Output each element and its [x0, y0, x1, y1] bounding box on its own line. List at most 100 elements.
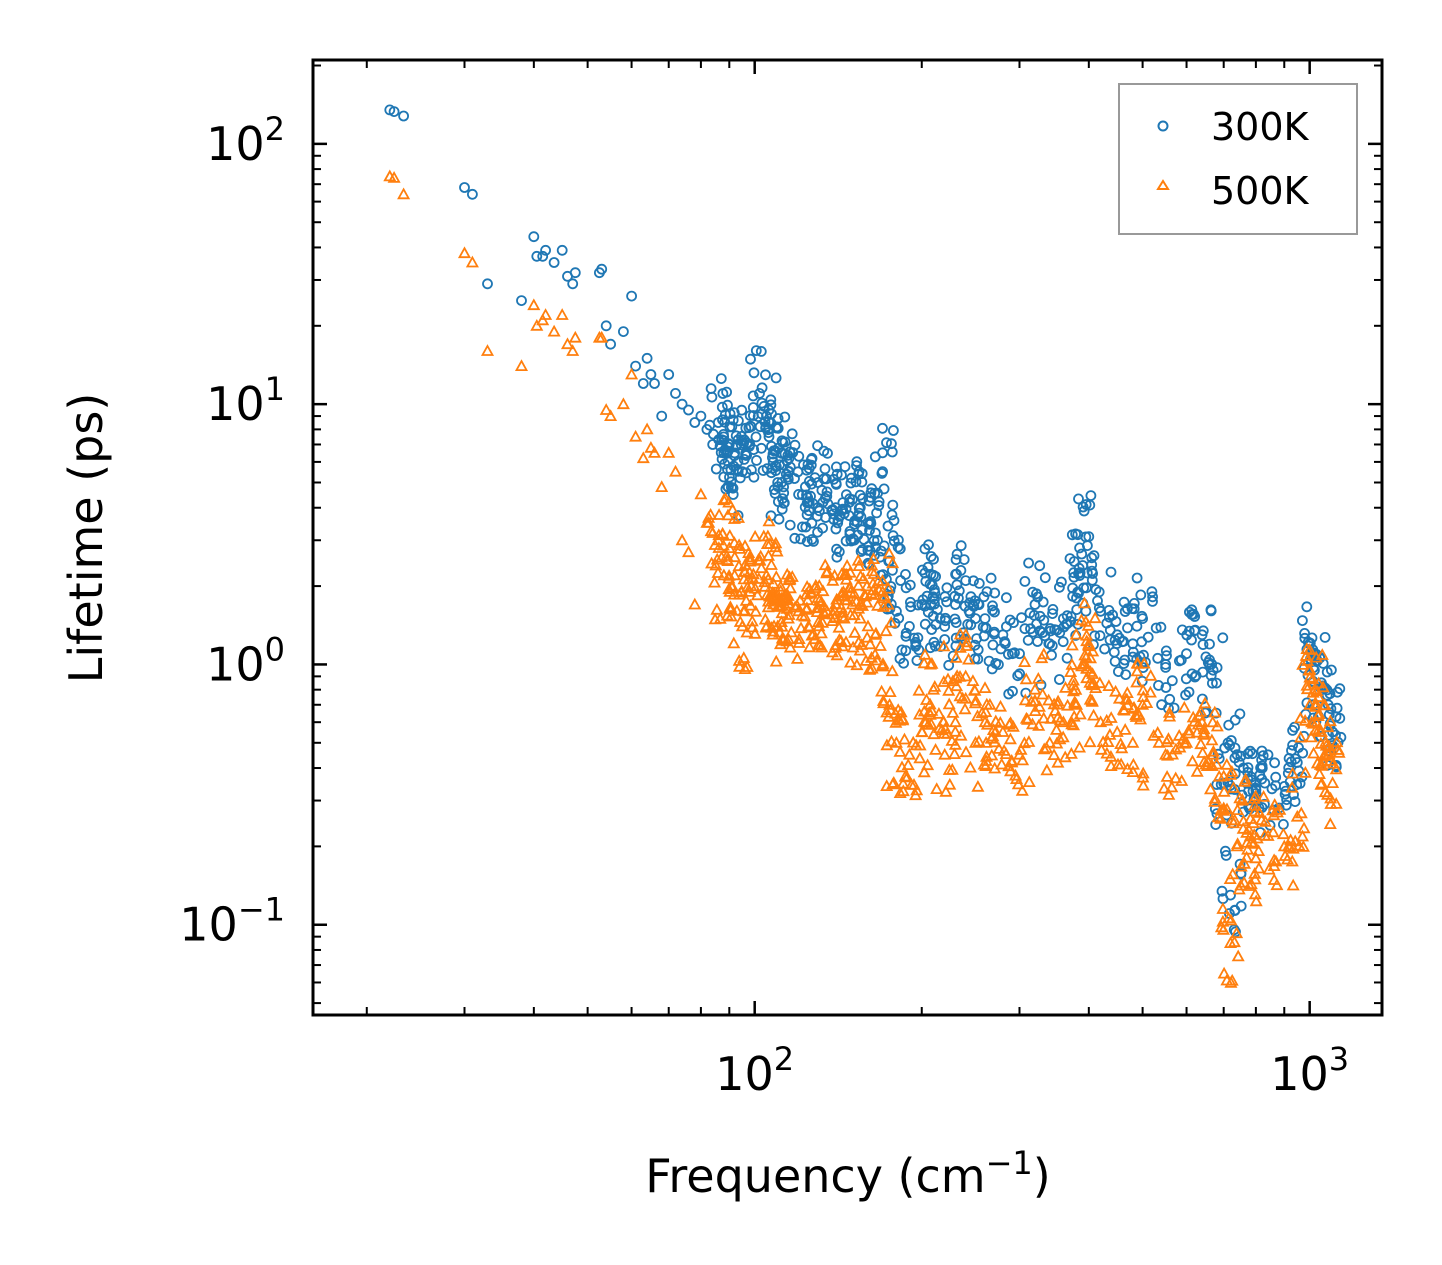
point-500k	[943, 777, 957, 790]
point-300k	[821, 486, 833, 498]
point-500k	[1208, 705, 1222, 718]
point-300k	[1222, 737, 1234, 749]
point-500k	[1193, 708, 1207, 721]
point-500k	[644, 440, 658, 453]
point-500k	[743, 585, 757, 597]
point-300k	[752, 411, 764, 423]
point-300k	[596, 263, 608, 275]
point-300k	[760, 369, 771, 381]
point-500k	[1326, 776, 1340, 788]
point-500k	[732, 538, 746, 551]
point-300k	[919, 567, 931, 579]
point-300k	[540, 244, 551, 256]
point-500k	[733, 615, 747, 627]
point-300k	[1270, 780, 1281, 791]
point-500k	[1120, 762, 1135, 774]
point-500k	[636, 451, 650, 464]
point-300k	[1160, 662, 1171, 673]
point-300k	[528, 231, 540, 243]
point-500k	[1069, 627, 1083, 640]
point-300k	[1068, 556, 1080, 567]
point-300k	[870, 527, 881, 539]
point-300k	[751, 454, 762, 466]
point-500k	[783, 581, 797, 594]
point-500k	[942, 697, 956, 710]
point-500k	[1037, 742, 1051, 755]
point-300k	[1205, 604, 1217, 616]
point-300k	[930, 619, 942, 630]
point-500k	[885, 664, 899, 677]
point-500k	[1206, 747, 1220, 760]
point-300k	[889, 617, 901, 629]
y-tick-label: 101	[206, 370, 285, 431]
point-500k	[1112, 691, 1126, 704]
point-300k	[1014, 648, 1025, 660]
point-500k	[748, 626, 762, 639]
point-500k	[1315, 776, 1329, 789]
point-500k	[993, 715, 1007, 728]
point-500k	[1019, 711, 1033, 724]
point-500k	[1312, 676, 1326, 689]
point-500k	[782, 608, 796, 620]
point-300k	[1186, 609, 1198, 620]
point-500k	[996, 725, 1010, 737]
point-500k	[1225, 765, 1239, 777]
point-500k	[834, 600, 848, 613]
point-300k	[801, 509, 813, 521]
point-500k	[977, 757, 991, 770]
point-300k	[750, 345, 762, 357]
point-300k	[905, 596, 916, 608]
point-300k	[1186, 668, 1198, 680]
point-300k	[793, 488, 804, 500]
point-300k	[1256, 754, 1267, 766]
x-tick-label: 103	[1270, 1040, 1349, 1101]
point-500k	[1065, 717, 1079, 730]
point-500k	[599, 403, 613, 415]
point-500k	[850, 658, 864, 671]
point-300k	[756, 442, 767, 454]
point-300k	[873, 500, 885, 511]
point-300k	[1073, 562, 1085, 574]
point-500k	[959, 639, 973, 651]
point-500k	[1276, 827, 1290, 840]
point-500k	[1073, 707, 1087, 720]
point-500k	[1114, 757, 1128, 770]
point-500k	[1217, 801, 1231, 814]
point-300k	[1093, 602, 1105, 614]
point-500k	[1196, 746, 1210, 758]
point-500k	[1177, 700, 1191, 713]
point-300k	[832, 517, 844, 529]
point-300k	[1160, 645, 1172, 657]
point-500k	[1208, 791, 1222, 804]
point-500k	[993, 699, 1008, 712]
x-axis-label: Frequency (cm−1)	[645, 1144, 1050, 1203]
point-300k	[1197, 625, 1209, 637]
point-300k	[637, 378, 649, 389]
point-300k	[1242, 748, 1254, 760]
point-500k	[1312, 767, 1326, 779]
point-500k	[1205, 733, 1219, 746]
point-500k	[1165, 780, 1179, 793]
point-500k	[782, 572, 796, 585]
y-axis-label: Lifetime (ps)	[59, 393, 113, 684]
point-500k	[595, 330, 609, 343]
point-500k	[754, 549, 768, 562]
point-500k	[1300, 654, 1315, 666]
point-300k	[1016, 612, 1027, 624]
point-500k	[1126, 701, 1140, 714]
point-500k	[1151, 726, 1165, 738]
point-500k	[1109, 684, 1123, 697]
point-500k	[942, 683, 956, 696]
point-300k	[888, 535, 900, 547]
point-300k	[905, 601, 917, 613]
point-300k	[844, 528, 856, 540]
point-500k	[1230, 926, 1244, 939]
point-500k	[725, 579, 739, 591]
point-500k	[727, 587, 741, 600]
plot-frame	[311, 58, 1384, 1017]
point-500k	[1101, 735, 1115, 747]
point-500k	[1318, 749, 1332, 761]
point-500k	[923, 657, 937, 670]
point-300k	[630, 360, 641, 372]
point-300k	[1074, 567, 1086, 579]
